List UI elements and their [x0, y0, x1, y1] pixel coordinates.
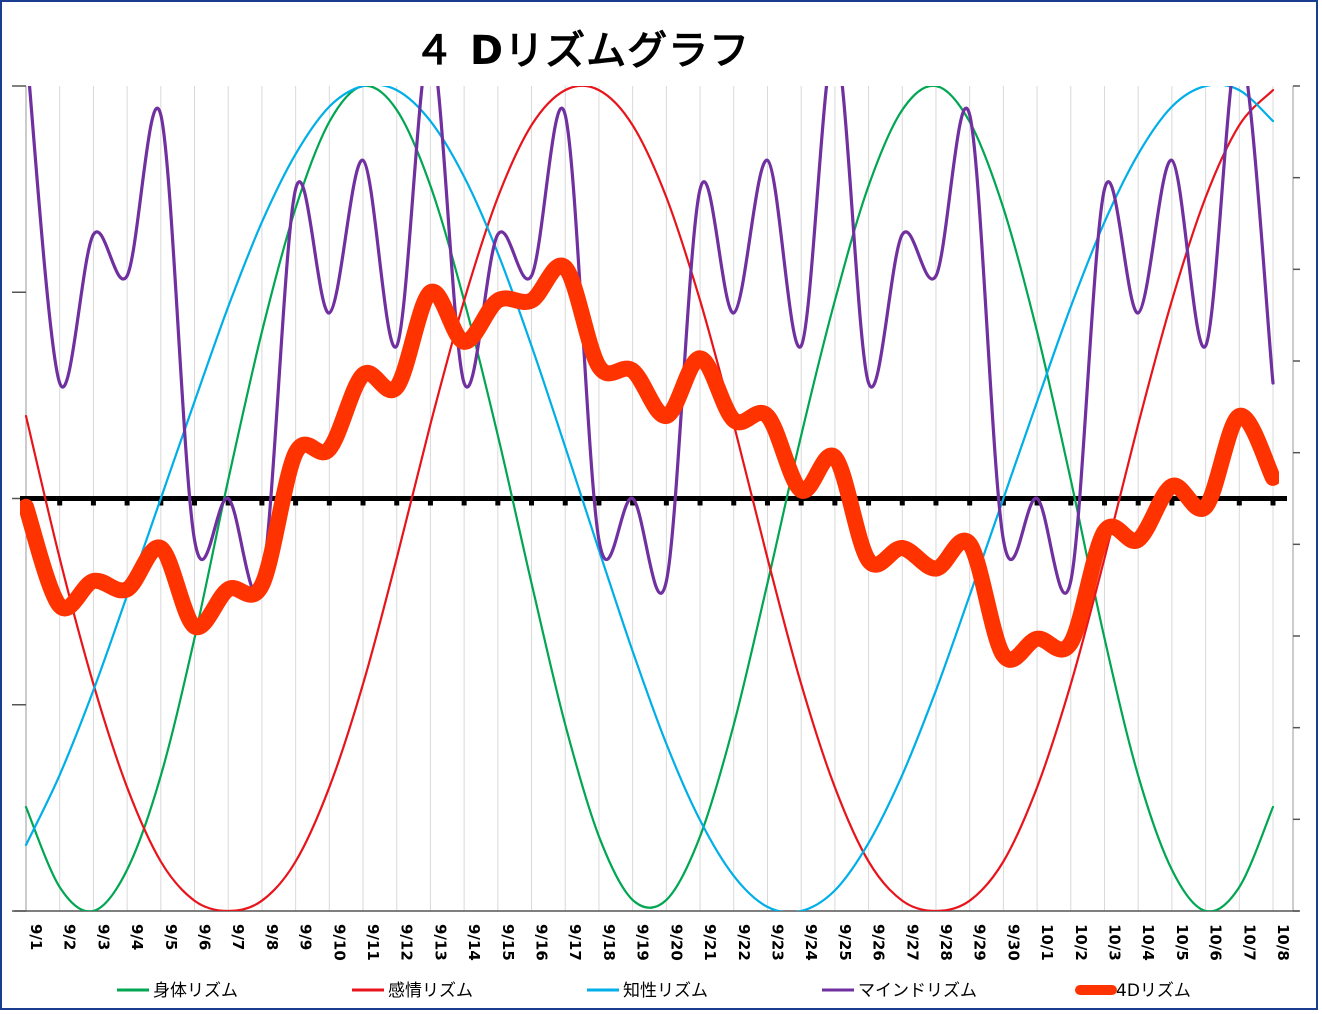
- series-line-fourd: [20, 257, 1279, 668]
- zero-line-tick: [731, 500, 737, 506]
- zero-line-tick: [158, 500, 164, 506]
- series-group: [20, 86, 1279, 911]
- x-tick-label: 9/15: [499, 924, 517, 961]
- zero-line-tick: [1135, 500, 1141, 506]
- zero-line-tick: [630, 500, 636, 506]
- series-line-kanjo: [24, 86, 1275, 911]
- zero-line-tick: [326, 500, 332, 506]
- x-tick-label: 9/4: [128, 924, 146, 950]
- zero-line-tick: [192, 500, 198, 506]
- legend-label-kanjo: 感情リズム: [388, 981, 473, 1001]
- x-tick-label: 9/20: [667, 924, 685, 961]
- x-tick-label: 9/8: [263, 924, 281, 950]
- x-tick-label: 9/13: [431, 924, 449, 961]
- legend-label-chisei: 知性リズム: [623, 981, 708, 1001]
- x-tick-label: 10/7: [1240, 924, 1258, 961]
- x-tick-label: 9/3: [94, 924, 112, 950]
- zero-line-tick: [225, 500, 231, 506]
- x-tick-label: 9/18: [600, 924, 618, 961]
- x-tick-label: 9/29: [971, 924, 989, 961]
- zero-line-tick: [866, 500, 872, 506]
- zero-line-tick: [596, 500, 602, 506]
- x-tick-label: 9/9: [297, 924, 315, 950]
- x-tick-label: 9/7: [229, 924, 247, 950]
- x-tick-label: 9/6: [196, 924, 214, 950]
- x-tick-label: 9/24: [802, 924, 820, 961]
- x-tick-label: 10/8: [1274, 924, 1292, 961]
- legend-label-mind: マインドリズム: [858, 981, 977, 1001]
- zero-line-tick: [764, 500, 770, 506]
- x-tick-label: 10/1: [1038, 924, 1056, 961]
- x-tick-label: 9/5: [162, 924, 180, 950]
- zero-line-tick: [360, 500, 366, 506]
- x-tick-label: 9/22: [735, 924, 753, 961]
- x-tick-label: 9/28: [937, 924, 955, 961]
- zero-line-tick: [90, 500, 96, 506]
- x-tick-label: 9/14: [465, 924, 483, 961]
- x-tick-label: 9/16: [533, 924, 551, 961]
- x-tick-label: 9/25: [836, 924, 854, 961]
- zero-line-tick: [259, 500, 265, 506]
- zero-line-tick: [562, 500, 568, 506]
- zero-line-tick: [495, 500, 501, 506]
- x-tick-label: 9/21: [701, 924, 719, 961]
- zero-line-tick: [1169, 500, 1175, 506]
- chart-title: ４ Dリズムグラフ: [414, 28, 751, 74]
- x-tick-label: 9/1: [27, 924, 45, 950]
- zero-line-tick: [1068, 500, 1074, 506]
- zero-line-tick: [293, 500, 299, 506]
- x-tick-label: 10/2: [1072, 924, 1090, 961]
- x-tick-label: 9/23: [769, 924, 787, 961]
- zero-line-tick: [1101, 500, 1107, 506]
- x-tick-label: 9/26: [870, 924, 888, 961]
- x-tick-label: 9/10: [330, 924, 348, 961]
- zero-line-tick: [798, 500, 804, 506]
- x-tick-label: 10/5: [1173, 924, 1191, 961]
- x-tick-label: 10/4: [1139, 924, 1157, 961]
- x-tick-label: 9/2: [61, 924, 79, 950]
- zero-line-tick: [933, 500, 939, 506]
- legend-label-fourd: 4Dリズム: [1116, 981, 1191, 1001]
- series-line-mind: [27, 86, 1275, 595]
- series-line-chisei: [24, 86, 1275, 911]
- zero-line-tick: [832, 500, 838, 506]
- zero-line-tick: [663, 500, 669, 506]
- x-tick-label: 9/11: [364, 924, 382, 961]
- zero-line-tick: [1034, 500, 1040, 506]
- zero-line-tick: [529, 500, 535, 506]
- x-tick-label: 9/30: [1004, 924, 1022, 961]
- zero-line-tick: [394, 500, 400, 506]
- zero-line-tick: [461, 500, 467, 506]
- zero-line-tick: [57, 500, 63, 506]
- x-tick-label: 10/6: [1207, 924, 1225, 961]
- zero-line-tick: [1000, 500, 1006, 506]
- x-tick-label: 9/12: [398, 924, 416, 961]
- x-tick-label: 9/17: [566, 924, 584, 961]
- zero-line-tick: [124, 500, 130, 506]
- x-tick-label: 9/27: [903, 924, 921, 961]
- x-tick-label: 10/3: [1106, 924, 1124, 961]
- zero-line-tick: [427, 500, 433, 506]
- legend-label-shintai: 身体リズム: [153, 981, 238, 1001]
- zero-line-tick: [967, 500, 973, 506]
- x-tick-label: 9/19: [634, 924, 652, 961]
- zero-line-tick: [697, 500, 703, 506]
- zero-line-tick: [1236, 500, 1242, 506]
- series-line-shintai: [24, 86, 1275, 911]
- zero-line-tick: [899, 500, 905, 506]
- zero-line-tick: [1270, 500, 1276, 506]
